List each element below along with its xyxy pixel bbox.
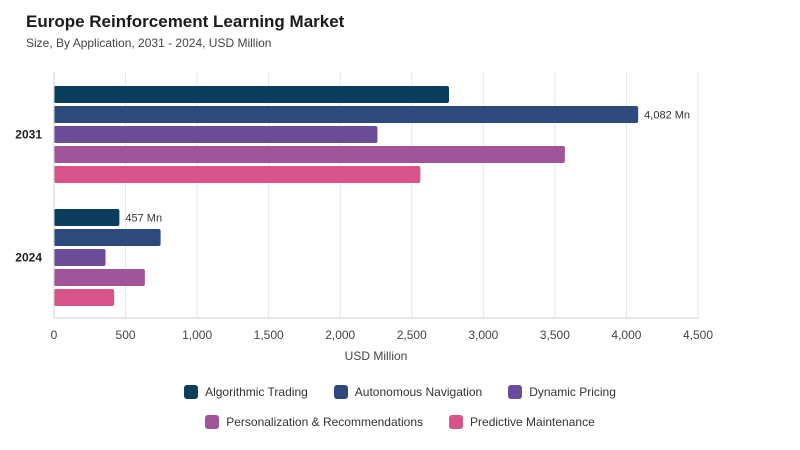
x-tick-label: 3,000 (468, 328, 498, 342)
bar (54, 166, 421, 183)
category-label: 2031 (15, 128, 42, 142)
chart-title: Europe Reinforcement Learning Market (26, 12, 345, 31)
x-tick-label: 4,000 (611, 328, 641, 342)
chart-subtitle: Size, By Application, 2031 - 2024, USD M… (26, 36, 272, 50)
legend-item: Algorithmic Trading (184, 385, 308, 399)
bar (54, 126, 378, 143)
legend-row-2: Personalization & Recommendations Predict… (0, 415, 800, 429)
x-tick-label: 3,500 (540, 328, 570, 342)
bar (54, 146, 565, 163)
legend-label: Personalization & Recommendations (226, 415, 424, 429)
legend-label: Autonomous Navigation (354, 385, 483, 399)
legend-label: Predictive Maintenance (470, 415, 595, 429)
legend-item: Predictive Maintenance (449, 415, 595, 429)
bar (54, 289, 115, 306)
legend-label: Algorithmic Trading (205, 385, 308, 399)
x-tick-label: 1,500 (254, 328, 284, 342)
legend-item: Autonomous Navigation (333, 385, 483, 399)
data-label: 457 Mn (125, 213, 162, 225)
bar (54, 86, 449, 103)
legend-swatch (449, 415, 464, 429)
x-tick-label: 2,000 (325, 328, 355, 342)
category-label: 2024 (15, 251, 42, 265)
legend-row-1: Algorithmic Trading Autonomous Navigation… (0, 385, 800, 399)
legend-swatch (205, 415, 220, 429)
data-label: 4,082 Mn (644, 110, 690, 122)
bar (54, 229, 161, 246)
x-tick-label: 2,500 (397, 328, 427, 342)
bar (54, 106, 639, 123)
axes: 0 500 1,000 1,500 2,000 2,500 3,000 3,500 4,000 4… (15, 72, 713, 363)
legend-swatch (333, 385, 348, 399)
legend-swatch (508, 385, 523, 399)
x-tick-label: 0 (51, 328, 58, 342)
x-tick-label: 500 (116, 328, 136, 342)
bar (54, 269, 145, 286)
x-tick-label: 4,500 (683, 328, 713, 342)
legend-swatch (184, 385, 199, 399)
legend-item: Personalization & Recommendations (205, 415, 423, 429)
legend-label: Dynamic Pricing (529, 385, 616, 399)
bars (54, 86, 639, 306)
bar (54, 249, 106, 266)
x-tick-label: 1,000 (182, 328, 212, 342)
bar-chart: 0 500 1,000 1,500 2,000 2,500 3,000 3,500 4,000 4… (15, 72, 713, 363)
legend-item: Dynamic Pricing (508, 385, 616, 399)
x-axis-title: USD Million (345, 349, 408, 363)
bar (54, 209, 120, 226)
